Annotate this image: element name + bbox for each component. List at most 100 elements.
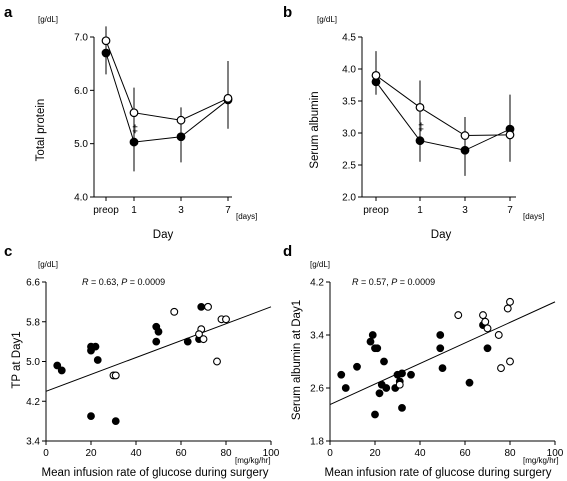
y-tick-label-d: 3.4: [310, 331, 324, 342]
x-tick-label-a: preop: [93, 205, 119, 216]
data-point-open-a: [223, 93, 233, 103]
data-point-filled-d: [341, 384, 350, 392]
data-point-filled-d: [373, 344, 382, 353]
x-tick-label-d: 40: [414, 448, 426, 459]
x-tick-label-d: 100: [547, 448, 564, 459]
data-point-filled-d: [398, 403, 406, 412]
data-point-open-c: [111, 371, 120, 380]
data-point-filled-c: [111, 417, 120, 426]
p-value-c: = 0.0009: [127, 277, 165, 287]
r-label-c: R: [82, 277, 89, 287]
data-point-filled-c: [152, 337, 161, 346]
data-point-filled-a: [101, 48, 111, 58]
y-tick-label-b: 4.0: [342, 65, 356, 76]
data-point-open-d: [479, 311, 487, 320]
y-tick-label-c: 3.4: [26, 437, 40, 448]
y-unit-d: [g/dL]: [310, 260, 330, 269]
x-tick-label-b: 3: [462, 205, 468, 216]
p-value-d: = 0.0009: [397, 277, 435, 287]
correlation-annotation-d: R = 0.57, P = 0.0009: [352, 277, 435, 287]
x-tick-label-c: 60: [175, 448, 187, 459]
data-point-filled-c: [57, 366, 66, 375]
panel-b: b [g/dL] Serum albumin Day [days] 2.0 2.5…: [283, 4, 544, 241]
x-axis-label-a: Day: [153, 229, 174, 241]
data-point-open-b: [505, 130, 515, 140]
data-point-open-d: [506, 297, 514, 306]
data-point-filled-d: [366, 337, 375, 346]
data-point-filled-d: [368, 331, 377, 339]
x-tick-label-d: 0: [327, 448, 333, 459]
y-axis-label-b: Serum albumin: [309, 91, 321, 168]
data-point-open-d: [483, 324, 492, 333]
p-label-c: P: [121, 277, 127, 287]
y-tick-label-c: 4.2: [26, 397, 40, 408]
panel-letter-a: a: [4, 4, 13, 21]
r-value-c: = 0.63,: [89, 277, 122, 287]
significance-marker-b: ‡: [418, 122, 424, 134]
y-unit-c: [g/dL]: [38, 260, 58, 269]
x-tick-label-c: 100: [263, 448, 280, 459]
data-point-filled-d: [407, 370, 415, 379]
data-point-open-c: [195, 330, 203, 339]
data-point-open-c: [199, 335, 208, 344]
data-point-filled-c: [91, 342, 100, 351]
y-tick-label-b: 2.5: [342, 161, 356, 172]
x-tick-label-b: 7: [507, 205, 513, 216]
x-unit-c: [mg/kg/hr]: [235, 456, 271, 465]
data-point-filled-b: [415, 136, 425, 146]
data-point-open-c: [222, 315, 230, 324]
y-tick-label-c: 6.6: [26, 278, 40, 289]
panel-a: a [g/dL] Total protein Day [days] 4.0 5.0…: [4, 4, 257, 241]
data-point-open-c: [204, 302, 212, 311]
data-point-open-a: [176, 115, 186, 125]
y-tick-label-b: 3.5: [342, 97, 356, 108]
panel-d: d [g/dL] Serum albumin at Day1 Mean infu…: [283, 243, 564, 479]
data-point-filled-c: [197, 302, 206, 311]
series-line-open-b: [375, 74, 511, 137]
data-point-open-b: [371, 70, 381, 80]
series-line-filled-a: [105, 52, 229, 143]
data-point-open-d: [481, 317, 490, 326]
x-axis-label-d: Mean infusion rate of glucose during sur…: [325, 467, 552, 479]
data-point-filled-d: [337, 370, 346, 379]
y-tick-label-b: 4.5: [342, 33, 356, 44]
y-axis-label-d: Serum albumin at Day1: [291, 300, 303, 420]
significance-marker-a: ‡: [132, 124, 138, 136]
x-axis-label-b: Day: [431, 229, 452, 241]
y-axis-label-c: TP at Day1: [11, 331, 23, 388]
y-tick-label-a: 4.0: [74, 193, 88, 204]
data-point-filled-d: [398, 369, 406, 378]
data-point-filled-d: [380, 357, 388, 366]
panel-letter-b: b: [283, 4, 292, 21]
x-tick-label-c: 20: [85, 448, 97, 459]
r-label-d: R: [352, 277, 359, 287]
data-point-filled-d: [436, 331, 445, 339]
data-point-open-d: [503, 304, 512, 313]
data-point-open-a: [129, 108, 139, 118]
data-point-filled-d: [436, 344, 445, 353]
x-tick-label-b: 1: [417, 205, 423, 216]
data-point-open-d: [497, 364, 505, 373]
data-point-open-b: [415, 102, 425, 112]
x-axis-label-c: Mean infusion rate of glucose during sur…: [42, 467, 269, 479]
p-label-d: P: [391, 277, 397, 287]
y-tick-label-c: 5.0: [26, 357, 40, 368]
data-point-open-d: [494, 331, 503, 339]
y-tick-label-d: 4.2: [310, 278, 324, 289]
y-tick-label-b: 3.0: [342, 129, 356, 140]
x-tick-label-a: 7: [225, 205, 231, 216]
data-point-filled-b: [460, 145, 470, 155]
x-tick-label-a: 3: [178, 205, 184, 216]
panel-letter-d: d: [283, 243, 292, 260]
x-tick-label-c: 0: [43, 448, 49, 459]
data-point-open-d: [395, 380, 404, 389]
data-point-open-d: [454, 311, 463, 320]
data-point-filled-c: [93, 356, 102, 364]
y-unit-a: [g/dL]: [38, 15, 58, 24]
series-line-open-a: [105, 40, 229, 121]
y-tick-label-d: 1.8: [310, 437, 324, 448]
data-point-filled-d: [465, 378, 474, 387]
data-point-open-a: [101, 36, 111, 46]
y-tick-label-a: 6.0: [74, 86, 88, 97]
